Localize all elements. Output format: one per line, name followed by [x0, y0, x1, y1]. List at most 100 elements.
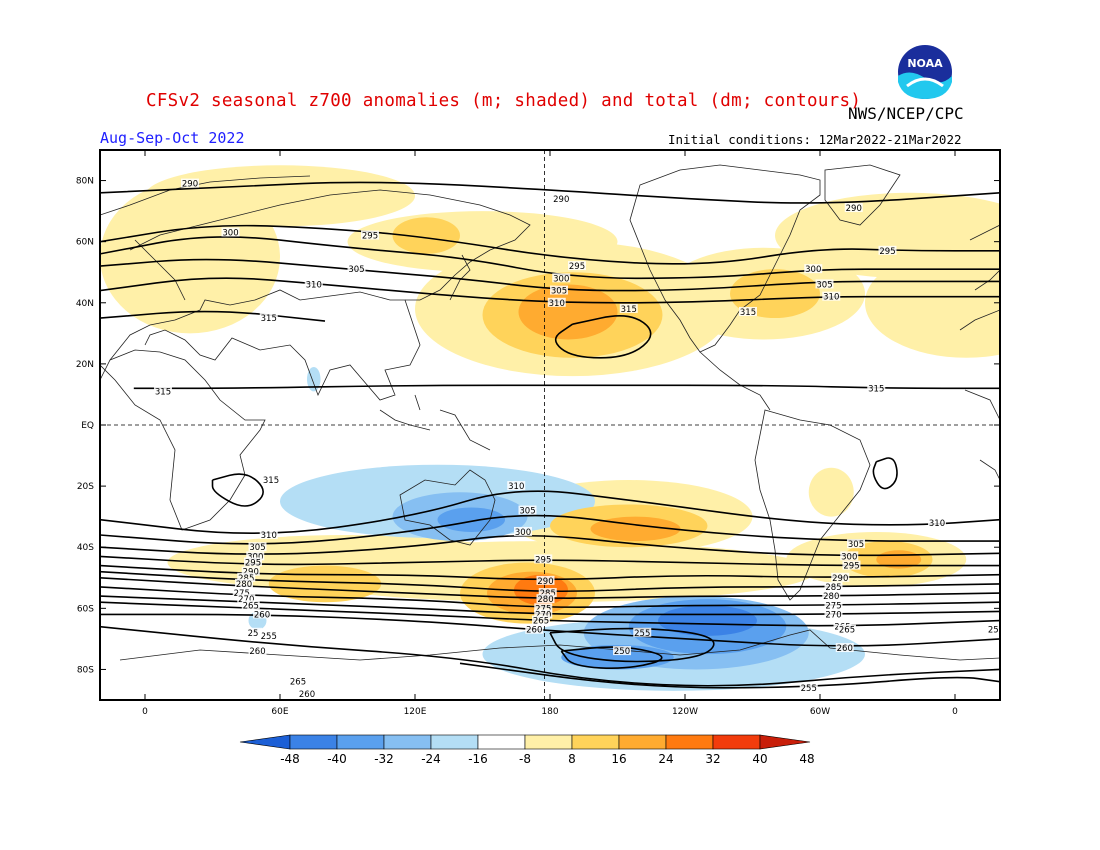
contour-label-bg [536, 575, 555, 585]
contour-label: 260 [299, 690, 315, 700]
contour-label-bg [154, 386, 172, 396]
contour-label-bg [361, 230, 379, 240]
contour-label-bg [262, 475, 280, 484]
contour-label: 275 [535, 604, 551, 614]
contour-label-bg [534, 603, 553, 613]
contour-label-bg [739, 306, 757, 316]
contour-label-bg [984, 624, 1000, 634]
anomaly-region [808, 467, 854, 517]
contour-label-bg [259, 530, 278, 539]
contour-label-bg [253, 609, 271, 619]
contour-label: 25 [248, 629, 259, 639]
contour-label-bg [235, 578, 253, 588]
contour-label-bg [799, 682, 818, 692]
lat-tick-label: 60N [76, 238, 94, 248]
colorbar-label: 40 [752, 752, 767, 766]
contour-label-bg [536, 594, 555, 604]
contour-label: 250 [614, 647, 630, 657]
contour-line [133, 384, 1000, 390]
contour-label-bg [928, 517, 946, 527]
colorbar: -48 -40 -32 -24 -16 -8 8 16 24 32 40 48 [239, 734, 815, 766]
map-axes: 80N 60N 40N 20N EQ 20S 40S 60S 80S 0 60E 120E 180 120… [76, 150, 1000, 717]
contour-label: 255 [634, 629, 650, 639]
contour-label: 315 [740, 308, 756, 318]
contour-label: 310 [929, 519, 945, 529]
contour-label: 270 [535, 610, 551, 620]
anomaly-region [437, 507, 505, 532]
contour-label-bg [547, 297, 566, 307]
colorbar-segment [524, 734, 573, 750]
contour-label: 300 [553, 274, 569, 284]
colorbar-label: 8 [568, 752, 576, 766]
contour-label-bg [246, 551, 265, 561]
contour-label: 290 [553, 195, 569, 205]
contour-label-bg [248, 542, 267, 552]
contour-label-bg [568, 261, 586, 271]
map-title: CFSv2 seasonal z700 anomalies (m; shaded… [146, 91, 862, 111]
contour-label: 285 [825, 583, 841, 593]
contour-label: 315 [868, 384, 884, 394]
contour-line [100, 534, 1000, 557]
contour-label-bg [244, 627, 262, 637]
contour-label: 290 [182, 180, 198, 190]
contour-line [100, 224, 1000, 265]
contour-label-bg [867, 383, 886, 393]
agency-label: NWS/NCEP/CPC [848, 104, 964, 123]
contour-line [100, 613, 1000, 647]
contour-label-bg [237, 594, 256, 604]
contour-line [872, 457, 898, 490]
contour-label: 305 [816, 280, 832, 290]
contour-label-bg [552, 193, 571, 203]
colorbar-label: -8 [519, 752, 531, 766]
contour-label: 255 [801, 684, 817, 694]
colorbar-segment [289, 734, 338, 750]
contour-label: 280 [537, 595, 553, 605]
contour-label: 260 [526, 626, 542, 636]
anomaly-region [518, 284, 618, 340]
contour-label: 300 [841, 552, 857, 562]
colorbar-label: -32 [374, 752, 394, 766]
contour-label-bg [532, 615, 550, 625]
contour-label-bg [822, 591, 841, 601]
contour-label: 295 [362, 232, 378, 242]
contour-label: 310 [823, 293, 839, 303]
colorbar-label: 32 [705, 752, 720, 766]
contour-label: 295 [843, 562, 859, 572]
colorbar-label: -48 [280, 752, 300, 766]
contour-label-bg [835, 643, 854, 653]
colorbar-label: 24 [658, 752, 673, 766]
contour-label: 265 [290, 678, 306, 688]
colorbar-arrow-low [239, 734, 291, 750]
contour-label-bg [842, 560, 861, 570]
contour-label: 300 [247, 552, 263, 562]
contour-label: 315 [263, 476, 279, 486]
contour-line [100, 625, 1000, 687]
contour-label-bg [838, 624, 856, 634]
contour-label: 255 [261, 632, 277, 642]
contour-label-bg [289, 676, 307, 686]
contour-label-bg [822, 291, 841, 301]
colorbar-label: 48 [799, 752, 814, 766]
contour-label-bg [878, 245, 897, 255]
contour-label-bg [804, 264, 823, 274]
lat-tick-label: 40S [77, 543, 94, 553]
contour-label-bg [552, 273, 571, 283]
contour-label: 260 [249, 647, 265, 657]
contour-label-bg [514, 526, 532, 536]
contour-label: 310 [549, 299, 565, 309]
contour-label-bg [181, 178, 199, 188]
contour-label: 260 [254, 610, 270, 620]
contour-label: 290 [832, 574, 848, 584]
contour-label-bg [232, 588, 251, 598]
contour-label-bg [259, 630, 278, 640]
contour-line [100, 490, 1000, 534]
colorbar-label: -40 [327, 752, 347, 766]
contour-label: 305 [551, 287, 567, 297]
lon-tick-label: 60E [271, 707, 288, 717]
logo-text: NOAA [907, 57, 943, 70]
colorbar-arrow-high [759, 734, 811, 750]
lat-tick-label: 20S [77, 482, 94, 492]
contour-label: 300 [515, 528, 531, 538]
anomaly-region [100, 180, 280, 334]
